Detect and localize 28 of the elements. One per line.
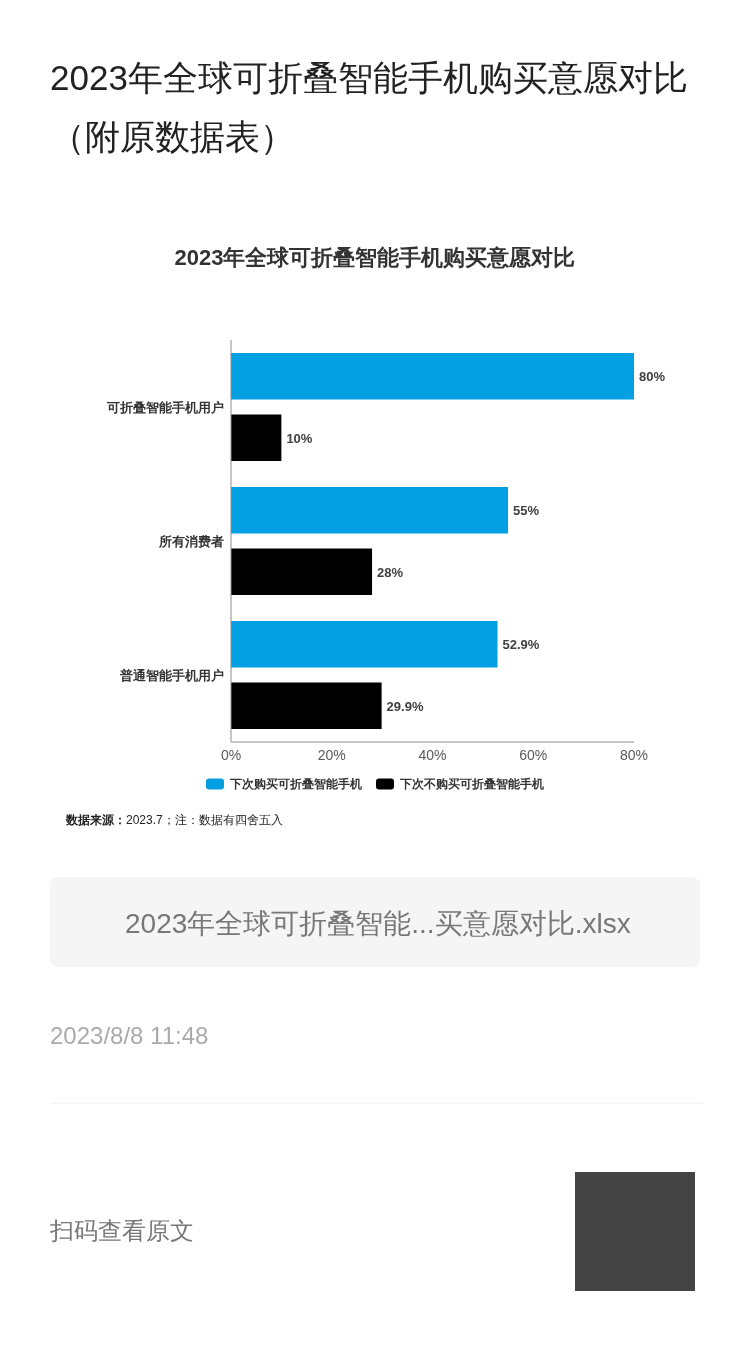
x-tick-label: 80%	[619, 747, 649, 763]
chart-subtitle: 2023年全球可折叠智能手机购买意愿对比	[174, 244, 576, 270]
x-tick-label: 20%	[317, 747, 346, 763]
bar	[231, 548, 373, 595]
data-label: 28%	[377, 564, 404, 580]
legend-label: 下次购买可折叠智能手机	[229, 777, 362, 791]
text: 2023/8/8 11:48	[50, 1021, 209, 1049]
text: 数据来源：2023.7；注：数据有四舍五入	[65, 813, 283, 827]
y-tick-label: 所有消费者	[158, 533, 224, 549]
bar	[231, 353, 634, 400]
x-tick-label: 40%	[418, 747, 447, 763]
data-label: 55%	[513, 502, 540, 518]
data-label: 29.9%	[386, 698, 424, 714]
bar	[231, 621, 498, 668]
bar	[231, 682, 382, 729]
data-label: 10%	[286, 430, 313, 446]
y-tick-label: 可折叠智能手机用户	[106, 399, 224, 415]
x-tick-label: 60%	[519, 747, 548, 763]
data-label: 52.9%	[502, 636, 540, 652]
chart-title: 2023年全球可折叠智能手机购买意愿对比（附原数据表）	[50, 57, 689, 158]
x-tick-label: 0%	[220, 747, 242, 763]
bar	[231, 487, 509, 534]
data-label: 80%	[639, 368, 666, 384]
text: 2023年全球可折叠智能...买意愿对比.xlsx	[125, 907, 631, 939]
text: 扫码查看原文	[49, 1216, 194, 1244]
bar	[231, 414, 282, 461]
y-tick-label: 普通智能手机用户	[119, 667, 224, 683]
legend-label: 下次不购买可折叠智能手机	[399, 777, 544, 791]
